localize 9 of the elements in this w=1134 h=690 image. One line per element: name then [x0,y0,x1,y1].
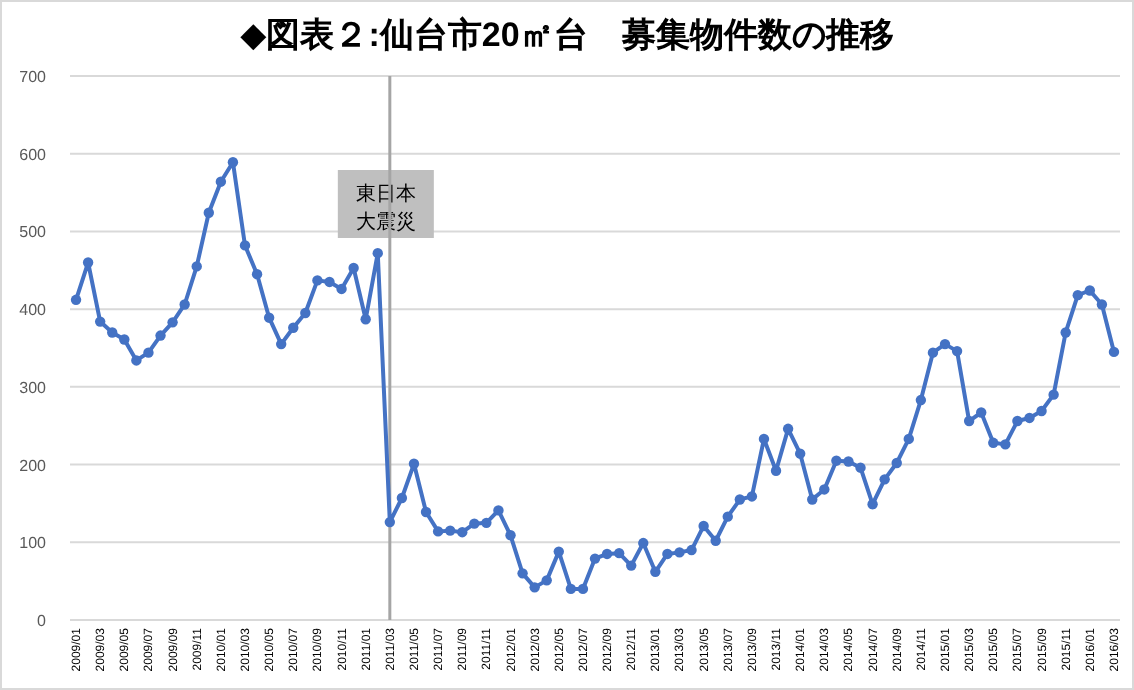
y-tick-label: 500 [19,223,48,242]
y-tick-label: 0 [37,612,48,630]
y-tick-label: 300 [19,378,48,397]
chart-title: ◆図表２:仙台市20㎡台 募集物件数の推移 [240,16,894,54]
y-tick-label: 700 [19,68,48,86]
y-tick-label: 200 [19,456,48,475]
y-tick-label: 600 [19,145,48,164]
y-tick-label: 100 [19,534,48,553]
y-tick-label: 400 [19,301,48,320]
